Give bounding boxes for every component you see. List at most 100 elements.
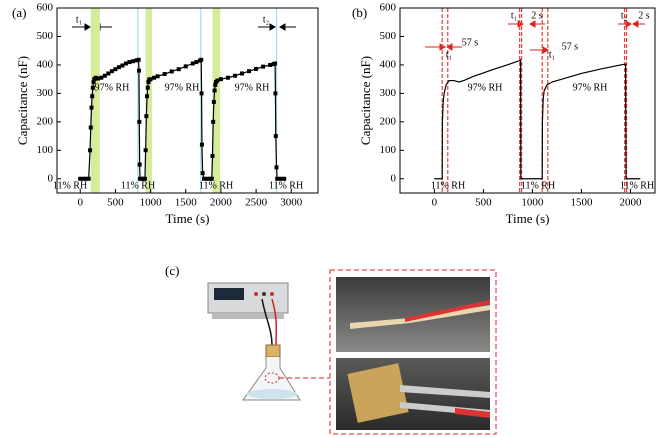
data-point	[211, 99, 216, 104]
data-point	[109, 69, 114, 74]
data-point	[213, 82, 218, 87]
data-point	[204, 176, 209, 181]
data-point	[81, 176, 86, 181]
y-tick-label: 300	[380, 87, 397, 99]
x-tick-label: 2000	[619, 197, 642, 209]
y-tick-label: 600	[380, 2, 397, 14]
data-point	[209, 176, 214, 181]
data-point	[194, 60, 199, 65]
data-point	[145, 94, 150, 99]
annotation: 2 s	[638, 10, 650, 21]
data-point	[91, 80, 96, 84]
data-point	[218, 77, 223, 82]
data-point	[116, 65, 121, 70]
data-point	[134, 58, 139, 63]
shaded-band	[90, 8, 100, 193]
plot-frame	[56, 7, 319, 194]
y-tick-label: 400	[37, 58, 54, 70]
data-point	[93, 75, 98, 80]
data-point	[145, 85, 150, 90]
y-tick-label: 100	[380, 144, 397, 156]
data-point	[202, 176, 207, 181]
data-point	[136, 57, 141, 62]
data-point	[144, 114, 149, 119]
data-point	[78, 176, 83, 181]
x-tick-label: 3000	[280, 197, 303, 209]
annotation: 97% RH	[95, 82, 130, 93]
annotation: 97% RH	[573, 82, 608, 93]
data-point	[211, 119, 216, 124]
data-point	[106, 71, 111, 76]
data-point	[143, 148, 148, 153]
y-tick-label: 200	[380, 115, 397, 127]
x-tick-label: 1000	[140, 197, 163, 209]
data-point	[162, 72, 167, 77]
data-point	[137, 119, 142, 124]
annotation: 11% RH	[620, 180, 654, 191]
x-tick-label: 1500	[175, 197, 198, 209]
annotation: 57 s	[562, 41, 579, 52]
data-point	[152, 75, 157, 80]
data-point	[212, 88, 217, 93]
data-point	[274, 165, 279, 170]
data-point	[254, 66, 259, 71]
annotation-arrows	[425, 20, 645, 54]
data-point	[200, 171, 205, 176]
data-point	[102, 73, 107, 78]
y-tick-label: 300	[37, 87, 54, 99]
annotation: 97% RH	[235, 82, 270, 93]
annotation: 11% RH	[431, 180, 465, 191]
y-axis-label: Capacitance (nF)	[15, 56, 30, 145]
x-tick-label: 1000	[521, 197, 544, 209]
data-line	[434, 58, 641, 180]
y-tick-label: 100	[37, 144, 54, 156]
annotation: t₁	[446, 49, 452, 60]
panel-label: (b)	[352, 5, 367, 20]
y-tick-label: 0	[391, 172, 397, 184]
annotation: 11% RH	[269, 180, 303, 191]
x-tick-label: 0	[77, 197, 83, 209]
data-point	[137, 162, 142, 167]
annotation: 11% RH	[199, 180, 233, 191]
annotation: t₁	[549, 49, 555, 60]
data-point	[89, 105, 94, 110]
x-tick-label: 500	[107, 197, 124, 209]
data-point	[123, 61, 128, 66]
panel-label: (a)	[12, 5, 26, 20]
data-point	[95, 76, 100, 81]
data-point	[215, 78, 220, 83]
data-point	[142, 176, 147, 181]
annotation: 11% RH	[121, 180, 155, 191]
data-point	[273, 134, 278, 139]
data-point	[83, 176, 88, 181]
data-point	[155, 74, 160, 79]
data-point	[273, 61, 278, 66]
data-point	[268, 62, 273, 67]
annotation: 57 s	[462, 37, 479, 48]
annotation: 97% RH	[165, 82, 200, 93]
data-point	[225, 75, 230, 80]
annotation: 11% RH	[53, 180, 87, 191]
annotation: t₁	[76, 14, 82, 25]
data-point	[199, 57, 204, 62]
data-point	[138, 176, 143, 181]
data-point	[275, 176, 280, 181]
x-axis-label: Time (s)	[166, 211, 210, 226]
data-point	[282, 176, 287, 181]
x-tick-label: 2500	[245, 197, 268, 209]
data-point	[199, 91, 204, 96]
annotation: 11% RH	[521, 180, 555, 191]
data-point	[113, 67, 118, 72]
annotation: t₂	[621, 10, 627, 21]
y-tick-label: 500	[37, 30, 54, 42]
y-tick-label: 500	[380, 30, 397, 42]
data-point	[240, 71, 245, 76]
data-point	[130, 59, 135, 64]
data-point	[273, 91, 278, 96]
plot-area	[78, 8, 287, 193]
annotation: 2 s	[531, 10, 543, 21]
panel-label: (c)	[165, 263, 179, 278]
data-point	[199, 142, 204, 147]
data-point	[232, 73, 237, 78]
